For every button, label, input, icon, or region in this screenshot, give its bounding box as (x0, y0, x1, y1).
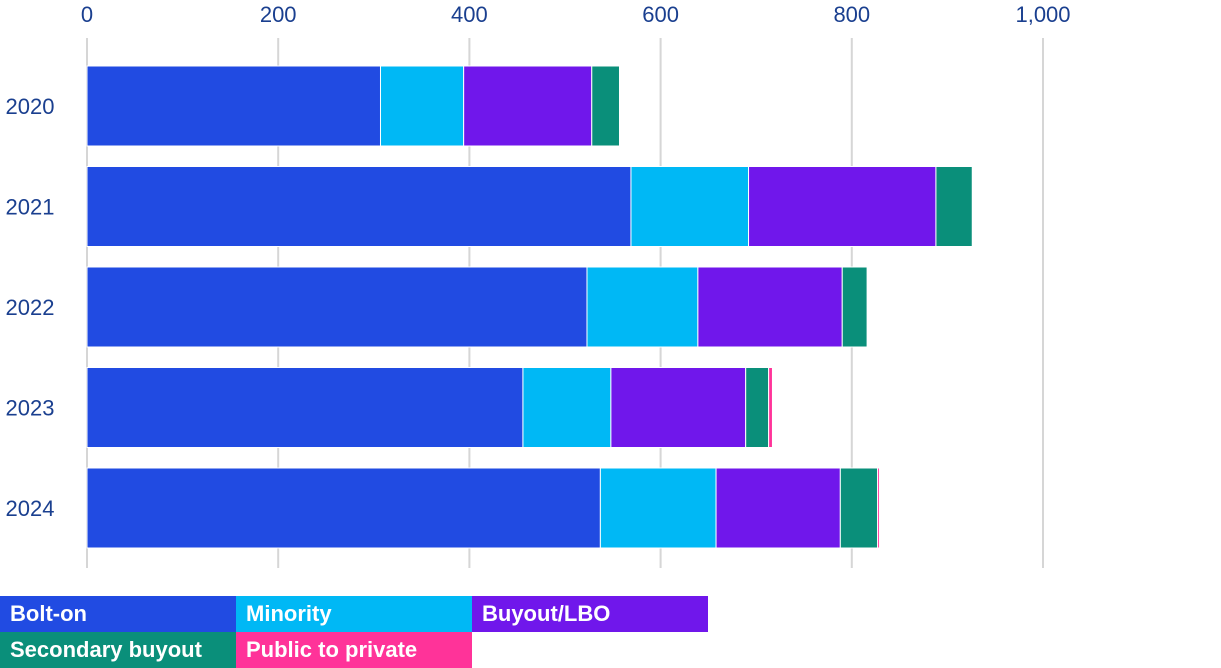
y-tick-label: 2024 (6, 496, 55, 521)
bar-minority (630, 166, 750, 247)
x-tick-label: 600 (642, 2, 679, 27)
bar-public-to-private (877, 467, 881, 549)
bar-bolt-on (86, 166, 632, 247)
bar-bolt-on (86, 467, 601, 549)
bar-buyout-lbo (697, 266, 843, 348)
y-tick-label: 2020 (6, 94, 55, 119)
bar-secondary-buyout (841, 266, 868, 348)
plot-area: 0 200 400 600 800 1,000 2020 2021 2022 2023 2024 (6, 2, 1071, 568)
y-tick-label: 2021 (6, 195, 55, 220)
bar-secondary-buyout (591, 65, 620, 147)
legend-item: Minority (236, 596, 472, 632)
bar-bolt-on (86, 367, 524, 448)
bar-buyout-lbo (715, 467, 841, 549)
bar-buyout-lbo (748, 166, 937, 247)
x-tick-label: 0 (81, 2, 93, 27)
x-tick-label: 200 (260, 2, 297, 27)
legend-item: Bolt-on (0, 596, 236, 632)
y-tick-label: 2022 (6, 295, 55, 320)
bar-public-to-private (768, 367, 773, 448)
bar-secondary-buyout (935, 166, 973, 247)
legend-item: Public to private (236, 632, 472, 668)
bar-bolt-on (86, 266, 588, 348)
bar-secondary-buyout (745, 367, 770, 448)
bar-bolt-on (86, 65, 381, 147)
bar-minority (599, 467, 717, 549)
bar-minority (379, 65, 465, 147)
x-tick-label: 1,000 (1015, 2, 1070, 27)
bar-minority (522, 367, 612, 448)
y-tick-label: 2023 (6, 396, 55, 421)
legend-item: Buyout/LBO (472, 596, 708, 632)
x-tick-label: 800 (833, 2, 870, 27)
bar-minority (586, 266, 699, 348)
bar-buyout-lbo (610, 367, 747, 448)
bar-buyout-lbo (463, 65, 593, 147)
bar-secondary-buyout (839, 467, 879, 549)
legend: Bolt-on Minority Buyout/LBO Secondary buyou… (0, 596, 720, 668)
legend-item: Secondary buyout (0, 632, 236, 668)
x-tick-label: 400 (451, 2, 488, 27)
